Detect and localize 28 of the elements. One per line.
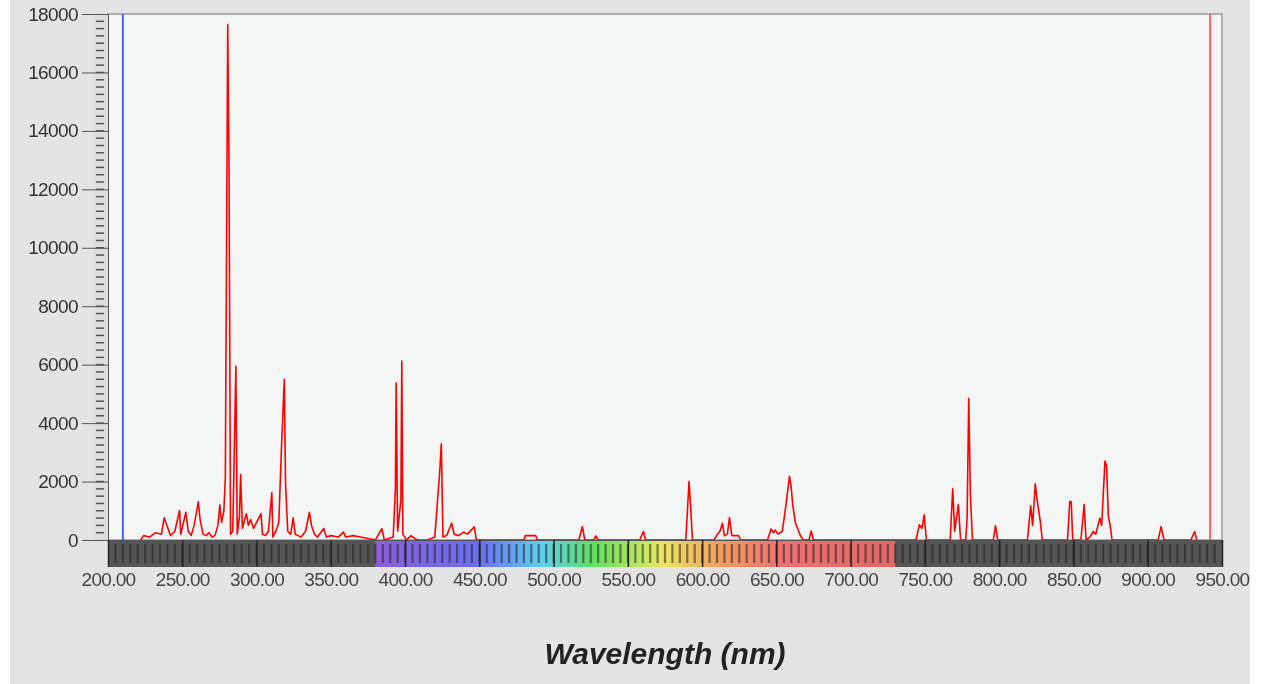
x-tick-label: 200.00 bbox=[81, 569, 136, 591]
x-tick-label: 800.00 bbox=[972, 569, 1027, 591]
x-tick-label: 400.00 bbox=[378, 569, 433, 591]
x-tick-label: 300.00 bbox=[230, 569, 285, 591]
x-tick-label: 650.00 bbox=[749, 569, 804, 591]
x-tick-label: 850.00 bbox=[1047, 569, 1102, 591]
y-tick-label: 2000 bbox=[38, 471, 79, 493]
y-tick-label: 10000 bbox=[28, 237, 79, 259]
x-tick-label: 750.00 bbox=[898, 569, 953, 591]
x-tick-label: 450.00 bbox=[452, 569, 507, 591]
line-series bbox=[139, 24, 1198, 540]
y-tick-label: 18000 bbox=[28, 3, 79, 25]
y-tick-label: 0 bbox=[68, 529, 79, 551]
x-tick-label: 700.00 bbox=[824, 569, 879, 591]
y-tick-label: 8000 bbox=[38, 295, 79, 317]
x-tick-label: 950.00 bbox=[1195, 569, 1250, 591]
x-axis-title: Wavelength (nm) bbox=[544, 637, 786, 670]
y-tick-label: 14000 bbox=[28, 120, 79, 142]
y-tick-label: 16000 bbox=[28, 62, 79, 84]
x-tick-label: 550.00 bbox=[601, 569, 656, 591]
x-tick-label: 600.00 bbox=[675, 569, 730, 591]
x-tick-label: 900.00 bbox=[1121, 569, 1176, 591]
x-tick-label: 500.00 bbox=[527, 569, 582, 591]
y-tick-label: 6000 bbox=[38, 354, 79, 376]
y-tick-label: 12000 bbox=[28, 178, 79, 200]
x-tick-label: 350.00 bbox=[304, 569, 359, 591]
y-tick-label: 4000 bbox=[38, 412, 79, 434]
x-tick-label: 250.00 bbox=[155, 569, 210, 591]
